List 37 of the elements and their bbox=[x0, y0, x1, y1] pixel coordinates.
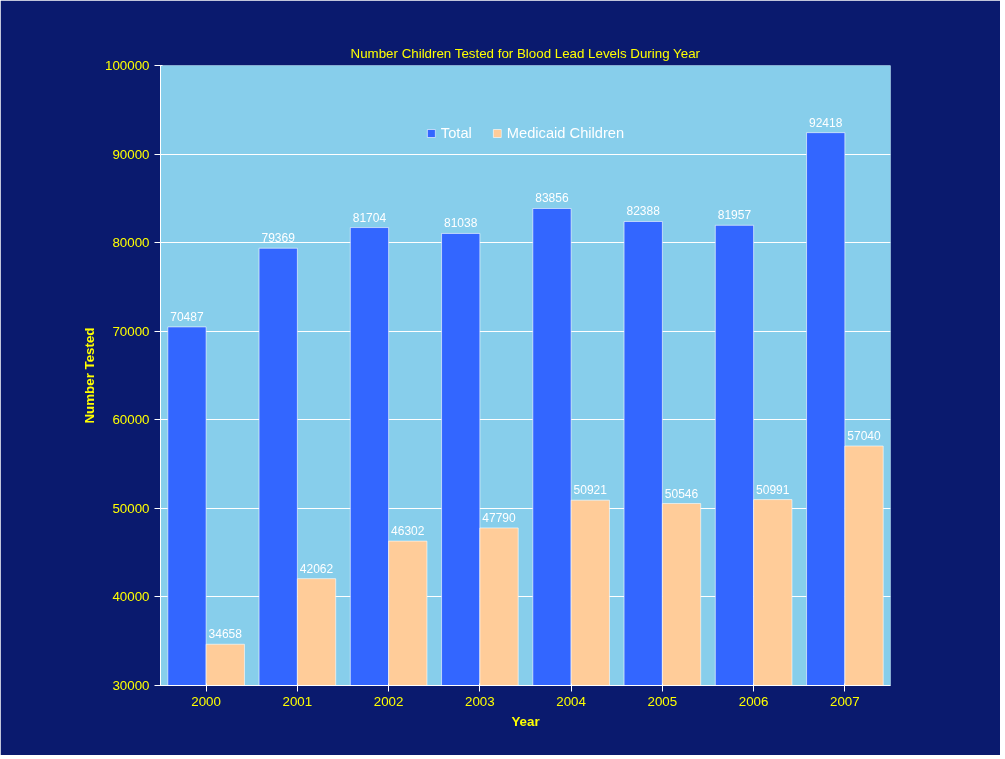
y-tick-label: 100000 bbox=[105, 58, 150, 73]
x-tick-label: 2004 bbox=[556, 693, 587, 709]
data-label: 81957 bbox=[717, 208, 752, 223]
x-tick-label: 2006 bbox=[738, 693, 769, 709]
data-label: 50921 bbox=[573, 483, 608, 498]
data-label: 70487 bbox=[170, 309, 204, 324]
legend-label: Total bbox=[440, 125, 472, 141]
y-tick-label: 30000 bbox=[112, 678, 150, 693]
y-tick-label: 80000 bbox=[112, 235, 150, 251]
data-label: 42062 bbox=[299, 561, 334, 576]
data-label: 57040 bbox=[847, 429, 882, 443]
data-label: 47790 bbox=[482, 510, 517, 525]
data-label: 79369 bbox=[261, 231, 296, 246]
y-tick-label: 70000 bbox=[112, 323, 150, 339]
data-label: 46302 bbox=[391, 524, 425, 539]
x-tick-label: 2005 bbox=[647, 693, 678, 709]
x-tick-label: 2007 bbox=[830, 693, 860, 709]
x-axis-title: Year bbox=[511, 713, 540, 729]
data-label: 50991 bbox=[756, 482, 790, 497]
x-tick-label: 2001 bbox=[282, 693, 313, 709]
x-tick-label: 2002 bbox=[373, 693, 404, 709]
x-tick-label: 2003 bbox=[465, 693, 495, 709]
y-tick-label: 90000 bbox=[112, 146, 150, 162]
data-label: 92418 bbox=[809, 115, 843, 130]
y-tick-label: 40000 bbox=[112, 589, 150, 605]
legend-label: Medicaid Children bbox=[506, 125, 625, 141]
y-axis-title: Number Tested bbox=[82, 327, 98, 424]
data-label: 50546 bbox=[664, 486, 699, 501]
chart-title: Number Children Tested for Blood Lead Levels During Year bbox=[350, 45, 701, 61]
y-tick-label: 60000 bbox=[112, 412, 150, 428]
data-label: 81704 bbox=[352, 210, 387, 225]
data-label: 82388 bbox=[626, 204, 661, 219]
y-tick-label: 50000 bbox=[112, 500, 150, 516]
data-label: 83856 bbox=[535, 191, 569, 206]
data-label: 34658 bbox=[208, 627, 243, 642]
data-label: 81038 bbox=[444, 216, 478, 231]
x-tick-label: 2000 bbox=[191, 693, 221, 709]
